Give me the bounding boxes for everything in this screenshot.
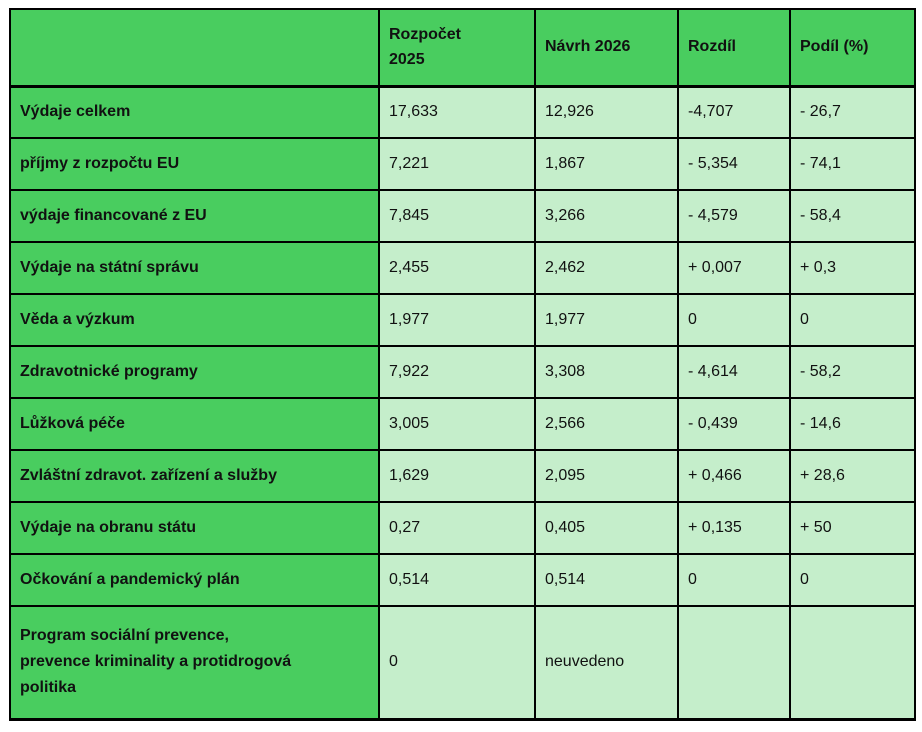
cell-value: 0 <box>789 553 916 607</box>
cell-value: 7,922 <box>378 345 536 399</box>
cell-value <box>677 605 791 720</box>
row-label: příjmy z rozpočtu EU <box>9 137 380 191</box>
table-row: Program sociální prevence, prevence krim… <box>9 605 916 720</box>
cell-value: 0 <box>677 293 791 347</box>
table-row: Zdravotnické programy 7,922 3,308- 4,614- … <box>9 345 916 399</box>
cell-value: 1,977 <box>534 293 679 347</box>
cell-value: - 4,614 <box>677 345 791 399</box>
table-row: Očkování a pandemický plán 0,514 0,514 0 0 <box>9 553 916 607</box>
row-label: Lůžková péče <box>9 397 380 451</box>
table-row: Lůžková péče 3,005 2,566- 0,439- 14,6 <box>9 397 916 451</box>
cell-value: neuvedeno <box>534 605 679 720</box>
cell-value: 17,633 <box>378 85 536 139</box>
column-header: Návrh 2026 <box>534 8 679 88</box>
row-label: Zdravotnické programy <box>9 345 380 399</box>
cell-value: - 4,579 <box>677 189 791 243</box>
cell-value: 0,405 <box>534 501 679 555</box>
cell-value: 1,629 <box>378 449 536 503</box>
row-label: Výdaje na státní správu <box>9 241 380 295</box>
cell-value: + 0,466 <box>677 449 791 503</box>
row-label: Věda a výzkum <box>9 293 380 347</box>
column-header: Podíl (%) <box>789 8 916 88</box>
table-row: Věda a výzkum 1,977 1,977 0 0 <box>9 293 916 347</box>
cell-value: 2,455 <box>378 241 536 295</box>
cell-value: 2,095 <box>534 449 679 503</box>
cell-value: 7,845 <box>378 189 536 243</box>
table-row: příjmy z rozpočtu EU 7,221 1,867- 5,354- 7… <box>9 137 916 191</box>
cell-value: 12,926 <box>534 85 679 139</box>
row-label: Výdaje celkem <box>9 85 380 139</box>
cell-value: 0 <box>378 605 536 720</box>
cell-value: + 28,6 <box>789 449 916 503</box>
table-body: Výdaje celkem 17,633 12,926 -4,707- 26,7 pří… <box>9 85 916 720</box>
budget-table: Rozpočet 2025 Návrh 2026 Rozdíl Podíl (%) V… <box>9 8 916 721</box>
column-header: Rozpočet 2025 <box>378 8 536 88</box>
cell-value: - 5,354 <box>677 137 791 191</box>
table-row: Výdaje celkem 17,633 12,926 -4,707- 26,7 <box>9 85 916 139</box>
cell-value: 0,514 <box>534 553 679 607</box>
cell-value: 0 <box>677 553 791 607</box>
cell-value: - 74,1 <box>789 137 916 191</box>
cell-value: 1,977 <box>378 293 536 347</box>
cell-value: 1,867 <box>534 137 679 191</box>
cell-value: 2,566 <box>534 397 679 451</box>
cell-value: + 0,135 <box>677 501 791 555</box>
cell-value: 3,266 <box>534 189 679 243</box>
cell-value: 3,308 <box>534 345 679 399</box>
row-label: Zvláštní zdravot. zařízení a služby <box>9 449 380 503</box>
table-row: výdaje financované z EU 7,845 3,266- 4,579… <box>9 189 916 243</box>
cell-value: + 0,3 <box>789 241 916 295</box>
cell-value: 2,462 <box>534 241 679 295</box>
row-label: výdaje financované z EU <box>9 189 380 243</box>
table-row: Výdaje na státní správu 2,455 2,462 + 0,007… <box>9 241 916 295</box>
cell-value: - 58,4 <box>789 189 916 243</box>
header-row: Rozpočet 2025 Návrh 2026 Rozdíl Podíl (%) <box>9 8 916 88</box>
cell-value: - 0,439 <box>677 397 791 451</box>
cell-value: - 14,6 <box>789 397 916 451</box>
column-header: Rozdíl <box>677 8 791 88</box>
cell-value: 0 <box>789 293 916 347</box>
cell-value: 0,27 <box>378 501 536 555</box>
cell-value: - 58,2 <box>789 345 916 399</box>
cell-value: 0,514 <box>378 553 536 607</box>
cell-value: -4,707 <box>677 85 791 139</box>
corner-header-cell <box>9 8 380 88</box>
row-label: Program sociální prevence, prevence krim… <box>9 605 380 720</box>
table-row: Výdaje na obranu státu 0,27 0,405 + 0,135 + … <box>9 501 916 555</box>
cell-value: - 26,7 <box>789 85 916 139</box>
cell-value: + 0,007 <box>677 241 791 295</box>
cell-value <box>789 605 916 720</box>
row-label: Výdaje na obranu státu <box>9 501 380 555</box>
cell-value: 7,221 <box>378 137 536 191</box>
cell-value: + 50 <box>789 501 916 555</box>
row-label: Očkování a pandemický plán <box>9 553 380 607</box>
cell-value: 3,005 <box>378 397 536 451</box>
table-row: Zvláštní zdravot. zařízení a služby 1,629… <box>9 449 916 503</box>
